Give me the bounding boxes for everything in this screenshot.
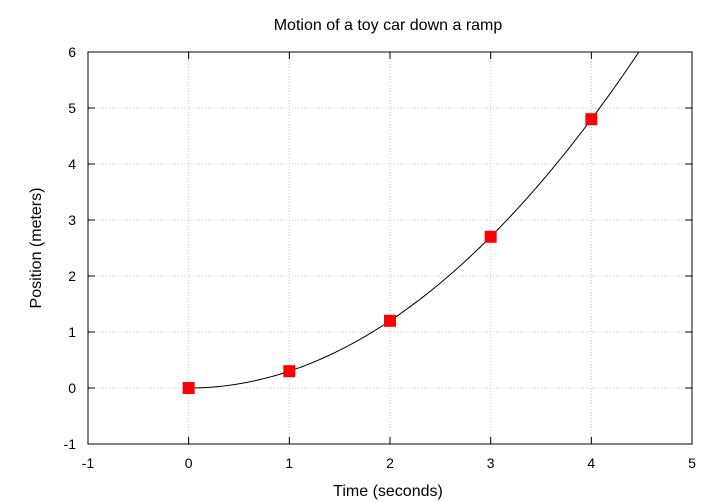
y-tick-label: 4 bbox=[68, 156, 76, 172]
y-tick-label: 0 bbox=[68, 380, 76, 396]
y-tick-label: 3 bbox=[68, 212, 76, 228]
data-point bbox=[384, 314, 396, 327]
x-tick-label: 3 bbox=[487, 455, 495, 471]
chart-title: Motion of a toy car down a ramp bbox=[274, 17, 503, 34]
x-tick-label: 1 bbox=[285, 455, 293, 471]
plot-data bbox=[182, 52, 640, 394]
grid-lines bbox=[88, 52, 692, 444]
x-tick-label: 4 bbox=[587, 455, 595, 471]
x-tick-label: 2 bbox=[386, 455, 394, 471]
y-axis-title: Position (meters) bbox=[28, 188, 45, 309]
y-tick-label: 5 bbox=[68, 100, 76, 116]
data-point bbox=[585, 113, 598, 126]
x-tick-label: 5 bbox=[688, 455, 696, 471]
data-point bbox=[283, 365, 296, 378]
y-tick-label: 2 bbox=[68, 268, 76, 284]
x-tick-label: 0 bbox=[185, 455, 193, 471]
axes: -1 0 1 2 3 4 5 -1 0 1 2 3 4 5 6 bbox=[64, 44, 697, 471]
data-point bbox=[484, 230, 497, 243]
y-tick-label: -1 bbox=[64, 436, 77, 452]
y-tick-label: 6 bbox=[68, 44, 76, 60]
x-axis-title: Time (seconds) bbox=[333, 483, 443, 500]
y-tick-label: 1 bbox=[68, 324, 76, 340]
plot-frame bbox=[87, 51, 693, 445]
data-point bbox=[182, 382, 195, 394]
fit-curve-line bbox=[188, 52, 640, 389]
x-tick-label: -1 bbox=[82, 455, 95, 471]
